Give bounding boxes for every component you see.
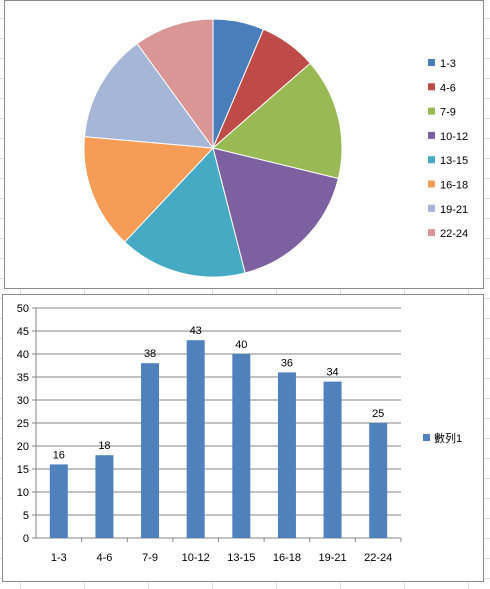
pie-slice-13-15[interactable] <box>123 146 246 278</box>
x-tick-label-22-24: 22-24 <box>364 552 392 564</box>
pie-legend-swatch-13-15 <box>428 156 435 164</box>
data-label-4-6: 18 <box>98 440 110 452</box>
pie-legend-swatch-16-18 <box>428 180 435 188</box>
pie-legend-label-7-9: 7-9 <box>440 107 456 119</box>
pie-legend-swatch-7-9 <box>428 107 435 115</box>
pie-legend-swatch-1-3 <box>428 59 435 66</box>
y-tick-label-5: 5 <box>23 510 29 522</box>
pie-legend-label-4-6: 4-6 <box>440 82 456 94</box>
pie-slice-22-24[interactable] <box>136 18 214 150</box>
bar-1-3[interactable] <box>49 464 68 538</box>
data-label-7-9: 38 <box>144 348 156 360</box>
pie-slice-16-18[interactable] <box>83 136 215 243</box>
bar-chart[interactable]: 0 5 10 15 20 25 30 35 40 45 50 16 1-3 18 4-6 38 7-9 43 10-… <box>2 294 484 582</box>
y-tick-label-30: 30 <box>17 395 29 407</box>
y-tick-label-20: 20 <box>17 441 29 453</box>
pie-chart-canvas: 1-3 4-6 7-9 10-12 13-15 16-18 19-21 22-24 <box>83 18 468 278</box>
x-tick-label-4-6: 4-6 <box>96 552 112 564</box>
bar-22-24[interactable] <box>369 423 388 538</box>
pie-legend-swatch-19-21 <box>428 204 435 212</box>
pie-legend-label-1-3: 1-3 <box>440 58 456 70</box>
y-tick-label-0: 0 <box>23 533 29 545</box>
bar-legend-label: 數列1 <box>434 431 462 445</box>
pie-legend-swatch-10-12 <box>428 131 435 139</box>
pie-legend-swatch-22-24 <box>428 229 435 237</box>
pie-legend-label-10-12: 10-12 <box>440 131 468 143</box>
y-tick-label-15: 15 <box>17 464 29 476</box>
bar-19-21[interactable] <box>323 381 342 538</box>
data-label-13-15: 40 <box>235 339 247 351</box>
data-label-1-3: 16 <box>53 449 65 461</box>
bar-13-15[interactable] <box>232 354 251 538</box>
bar-4-6[interactable] <box>95 455 114 538</box>
x-tick-label-1-3: 1-3 <box>51 552 67 564</box>
pie-chart[interactable]: 1-3 4-6 7-9 10-12 13-15 16-18 19-21 22-24 <box>4 0 484 289</box>
bar-10-12[interactable] <box>186 340 205 538</box>
data-label-19-21: 34 <box>326 367 338 379</box>
y-tick-label-40: 40 <box>17 349 29 361</box>
bar-legend-swatch <box>423 434 430 441</box>
x-tick-label-10-12: 10-12 <box>182 552 210 564</box>
pie-legend-label-22-24: 22-24 <box>440 228 468 240</box>
data-label-22-24: 25 <box>372 408 384 420</box>
pie-slice-7-9[interactable] <box>211 62 343 180</box>
x-tick-label-7-9: 7-9 <box>142 552 158 564</box>
x-tick-label-19-21: 19-21 <box>318 552 346 564</box>
pie-legend-label-16-18: 16-18 <box>440 180 468 192</box>
x-tick-label-16-18: 16-18 <box>273 552 301 564</box>
pie-legend-label-19-21: 19-21 <box>440 204 468 216</box>
bar-7-9[interactable] <box>141 363 160 538</box>
pie-slice-10-12[interactable] <box>212 147 339 274</box>
bar-16-18[interactable] <box>277 372 296 538</box>
pie-legend-swatch-4-6 <box>428 83 435 91</box>
pie-slice-19-21[interactable] <box>83 42 215 149</box>
x-tick-label-13-15: 13-15 <box>227 552 255 564</box>
y-tick-label-35: 35 <box>17 372 29 384</box>
bar-chart-canvas: 0 5 10 15 20 25 30 35 40 45 50 16 1-3 18 4-6 38 7-9 43 10-… <box>17 303 462 564</box>
data-label-10-12: 43 <box>190 325 202 337</box>
y-tick-label-50: 50 <box>17 303 29 315</box>
data-label-16-18: 36 <box>281 357 293 369</box>
y-tick-label-25: 25 <box>17 418 29 430</box>
pie-legend-label-13-15: 13-15 <box>440 155 468 167</box>
y-tick-label-10: 10 <box>17 487 29 499</box>
y-tick-label-45: 45 <box>17 326 29 338</box>
